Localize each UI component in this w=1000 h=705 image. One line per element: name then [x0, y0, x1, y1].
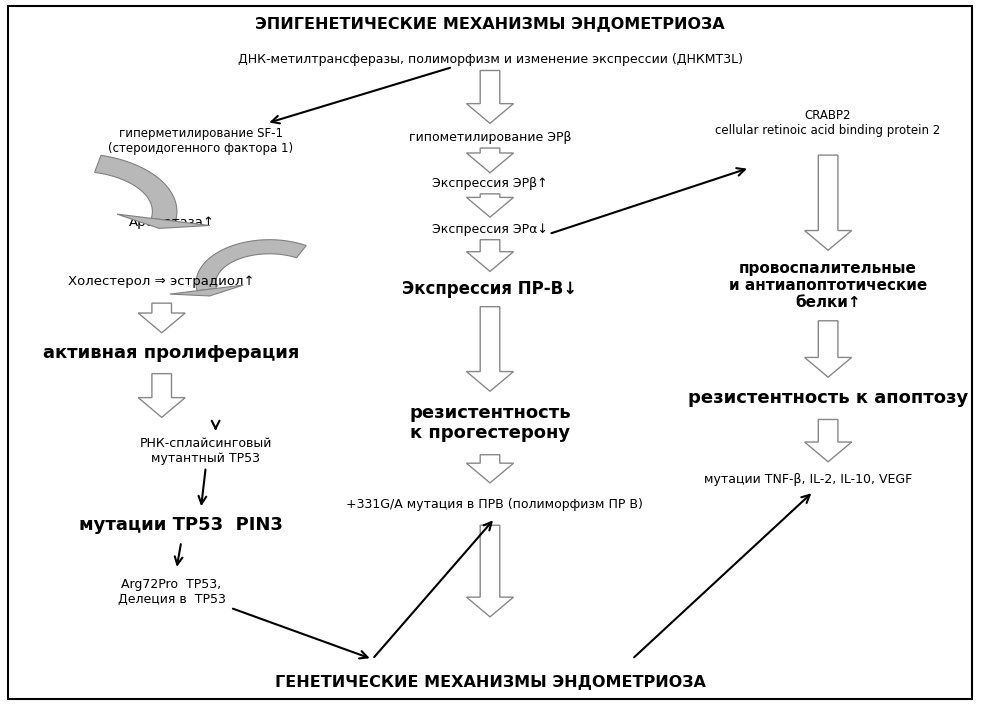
- Text: резистентность к апоптозу: резистентность к апоптозу: [688, 389, 968, 407]
- Text: гиперметилирование SF-1
(стероидогенного фактора 1): гиперметилирование SF-1 (стероидогенного…: [108, 127, 293, 155]
- Text: Экспрессия ЭРβ↑: Экспрессия ЭРβ↑: [432, 177, 548, 190]
- Text: ДНК-метилтрансферазы, полиморфизм и изменение экспрессии (ДНКMT3L): ДНК-метилтрансферазы, полиморфизм и изме…: [238, 54, 742, 66]
- Polygon shape: [466, 194, 514, 217]
- Text: мутации TNF-β, IL-2, IL-10, VEGF: мутации TNF-β, IL-2, IL-10, VEGF: [704, 473, 913, 486]
- Polygon shape: [805, 155, 852, 250]
- Polygon shape: [196, 240, 306, 290]
- Polygon shape: [805, 419, 852, 462]
- Text: Холестерол ⇒ эстрадиол↑: Холестерол ⇒ эстрадиол↑: [68, 276, 255, 288]
- Text: Arg72Pro  ТР53,
Делеция в  ТР53: Arg72Pro ТР53, Делеция в ТР53: [118, 578, 225, 606]
- Text: гипометилирование ЭРβ: гипометилирование ЭРβ: [409, 131, 571, 144]
- Text: Ароматаза↑: Ароматаза↑: [128, 216, 214, 228]
- Text: РНК-сплайсинговый
мутантный ТР53: РНК-сплайсинговый мутантный ТР53: [140, 437, 272, 465]
- Text: резистентность
к прогестерону: резистентность к прогестерону: [409, 403, 571, 443]
- Text: Экспрессия ПР-В↓: Экспрессия ПР-В↓: [402, 280, 578, 298]
- Polygon shape: [466, 307, 514, 391]
- Polygon shape: [466, 70, 514, 123]
- Text: ЭПИГЕНЕТИЧЕСКИЕ МЕХАНИЗМЫ ЭНДОМЕТРИОЗА: ЭПИГЕНЕТИЧЕСКИЕ МЕХАНИЗМЫ ЭНДОМЕТРИОЗА: [255, 17, 725, 32]
- Polygon shape: [95, 155, 177, 221]
- Polygon shape: [117, 214, 210, 228]
- Text: мутации ТР53  PIN3: мутации ТР53 PIN3: [79, 516, 283, 534]
- Text: CRABP2
cellular retinoic acid binding protein 2: CRABP2 cellular retinoic acid binding pr…: [715, 109, 941, 137]
- Polygon shape: [466, 148, 514, 173]
- Polygon shape: [466, 525, 514, 617]
- Text: активная пролиферация: активная пролиферация: [43, 343, 300, 362]
- Polygon shape: [138, 374, 185, 417]
- Polygon shape: [805, 321, 852, 377]
- Polygon shape: [138, 303, 185, 333]
- Polygon shape: [466, 240, 514, 271]
- Text: +331G/A мутация в ПРВ (полиморфизм ПР В): +331G/A мутация в ПРВ (полиморфизм ПР В): [346, 498, 643, 510]
- Text: провоспалительные
и антиапоптотические
белки↑: провоспалительные и антиапоптотические б…: [729, 261, 927, 310]
- Text: ГЕНЕТИЧЕСКИЕ МЕХАНИЗМЫ ЭНДОМЕТРИОЗА: ГЕНЕТИЧЕСКИЕ МЕХАНИЗМЫ ЭНДОМЕТРИОЗА: [275, 675, 705, 690]
- Polygon shape: [170, 285, 243, 296]
- Text: Экспрессия ЭРα↓: Экспрессия ЭРα↓: [432, 223, 548, 235]
- Polygon shape: [466, 455, 514, 483]
